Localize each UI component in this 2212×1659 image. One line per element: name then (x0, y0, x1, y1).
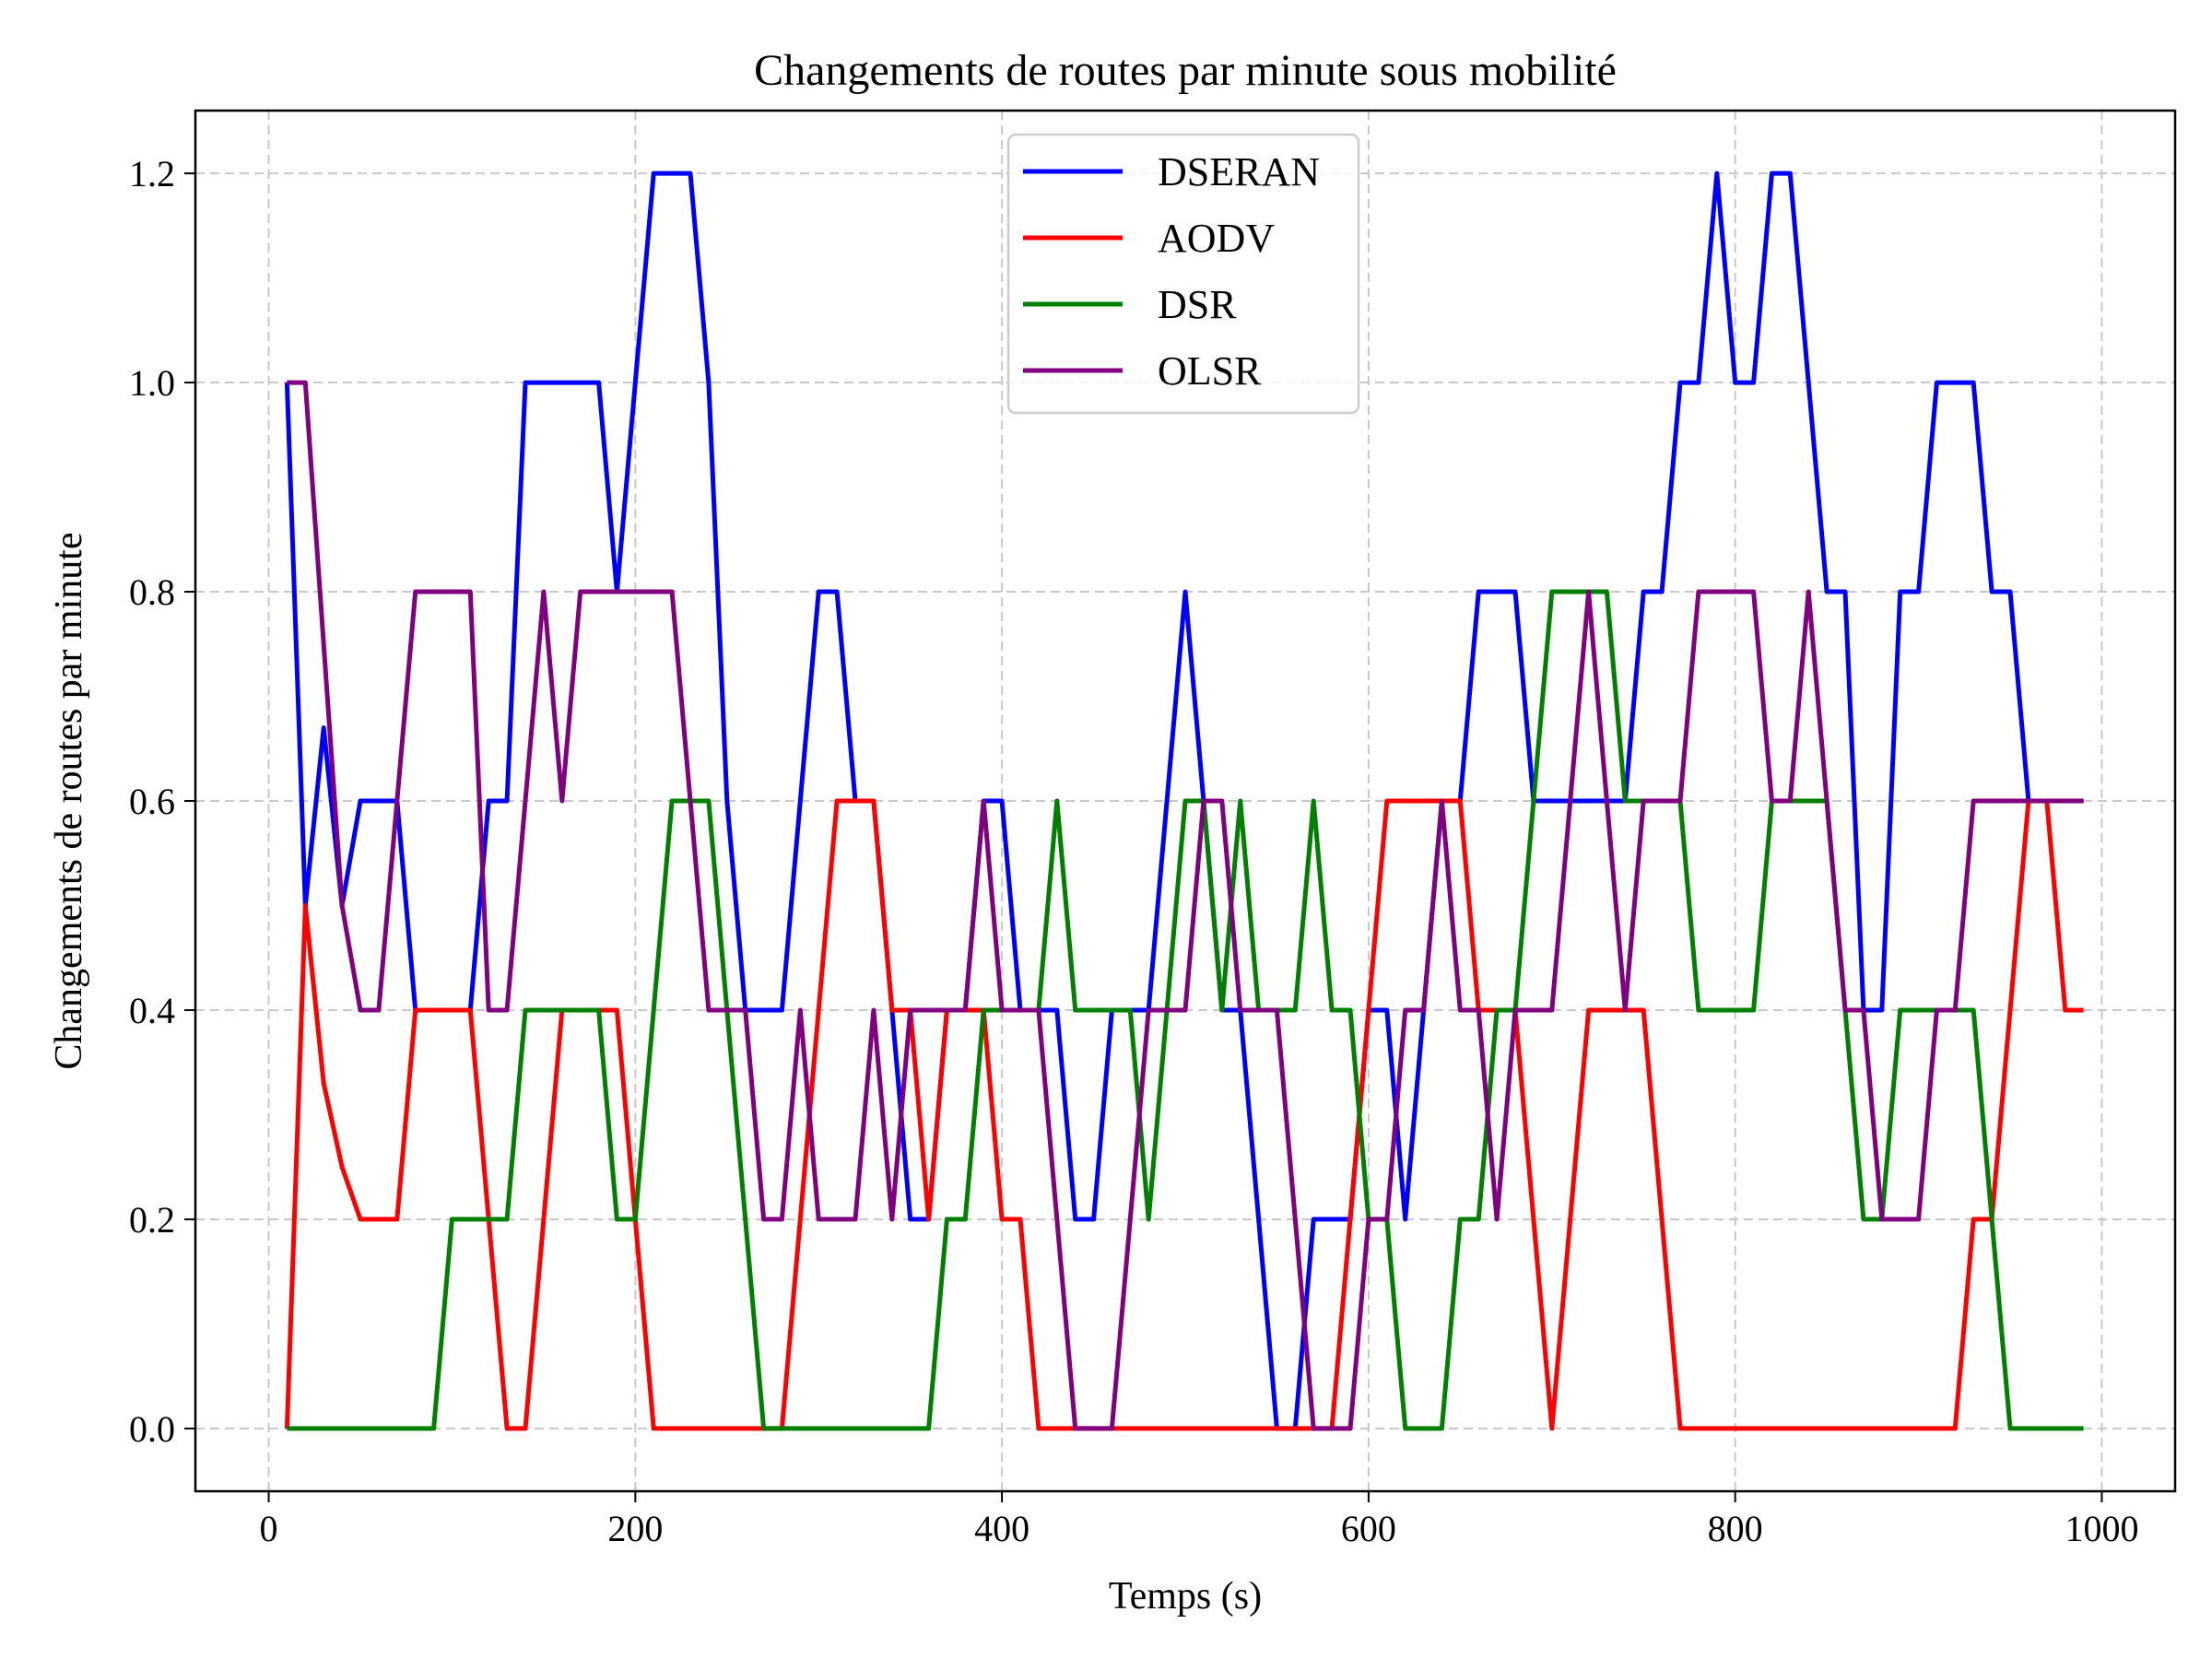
y-tick-label: 0.2 (129, 1199, 175, 1241)
series-line-dseran (284, 171, 2084, 1431)
x-tick-label: 600 (1341, 1508, 1396, 1549)
y-axis-label: Changements de routes par minute (48, 532, 90, 1069)
x-tick-label: 1000 (2065, 1508, 2138, 1549)
legend: DSERAN AODV DSR OLSR (1006, 133, 1360, 415)
x-tick-label: 400 (974, 1508, 1030, 1549)
x-tick-label: 200 (607, 1508, 663, 1549)
legend-label-dseran: DSERAN (1158, 149, 1320, 194)
legend-label-dsr: DSR (1158, 282, 1237, 327)
y-tick-label: 0.4 (129, 990, 175, 1031)
x-tick-label: 0 (260, 1508, 278, 1549)
legend-box (1006, 133, 1360, 415)
y-tick-label: 1.2 (129, 153, 175, 194)
series-lines (284, 171, 2084, 1431)
y-tick-label: 0.6 (129, 781, 175, 822)
legend-label-olsr: OLSR (1158, 348, 1262, 394)
chart-title: Changements de routes par minute sous mo… (754, 46, 1617, 95)
y-tick-label: 0.0 (129, 1408, 175, 1450)
y-tick-label: 0.8 (129, 571, 175, 613)
axis-ticks: 0 200 400 600 800 1000 0.0 0.2 0.4 0.6 0.8 1.0 1.2 (129, 153, 2138, 1549)
x-tick-label: 800 (1708, 1508, 1763, 1549)
x-axis-label: Temps (s) (1109, 1575, 1262, 1618)
y-tick-label: 1.0 (129, 362, 175, 404)
series-line-olsr (287, 380, 2084, 1431)
legend-label-aodv: AODV (1158, 216, 1275, 261)
